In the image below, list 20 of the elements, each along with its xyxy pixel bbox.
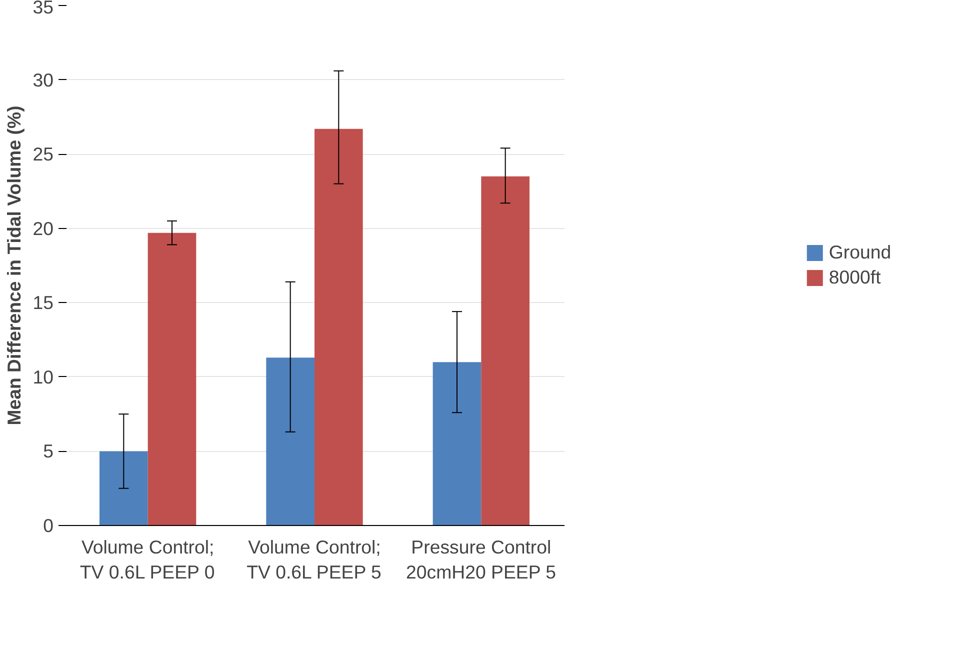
x-tick-label: Volume Control; TV 0.6L PEEP 0 [80, 536, 215, 583]
y-tick-label: 20 [32, 218, 54, 239]
x-tick-label: Volume Control; TV 0.6L PEEP 5 [246, 536, 382, 583]
y-tick-label: 15 [32, 292, 54, 314]
y-tick-label: 30 [32, 69, 54, 90]
y-tick-label: 25 [32, 144, 54, 165]
bar [314, 128, 363, 526]
y-tick-label: 35 [32, 0, 54, 18]
legend-label: 8000ft [828, 266, 881, 288]
x-tick-label: Pressure Control 20cmH20 PEEP 5 [406, 536, 556, 583]
y-tick-label: 5 [43, 440, 54, 462]
bar [432, 362, 482, 526]
y-axis-title: Mean Difference in Tidal Volume (%) [4, 106, 25, 426]
y-tick-label: 10 [32, 366, 54, 388]
bar [100, 451, 148, 526]
bar [481, 176, 530, 526]
bar [148, 232, 196, 526]
y-tick-label: 0 [43, 515, 54, 536]
legend-label: Ground [828, 242, 892, 264]
bar [266, 358, 314, 526]
